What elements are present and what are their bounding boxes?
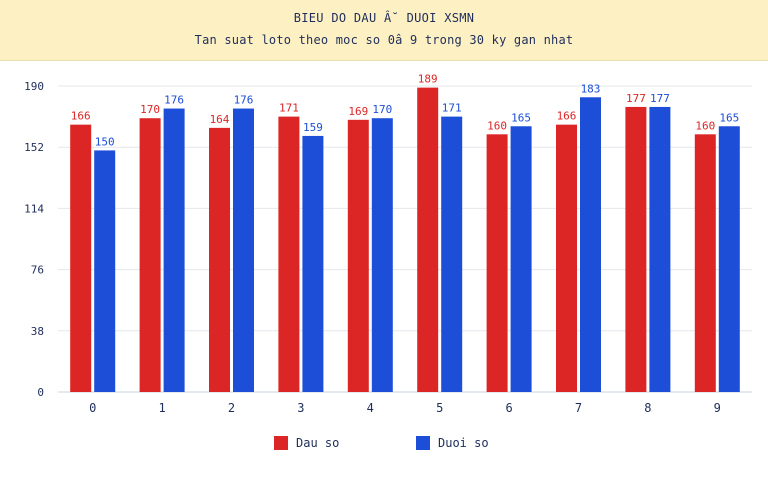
x-tick-label: 1 (158, 401, 165, 415)
x-tick-label: 4 (367, 401, 374, 415)
x-tick-label: 0 (89, 401, 96, 415)
chart-legend: Dau so Duoi so (0, 436, 768, 456)
bar-dau (556, 124, 577, 392)
bar-dau (278, 116, 300, 392)
data-label-duoi: 176 (234, 94, 254, 107)
data-label-dau: 171 (279, 102, 299, 115)
legend-swatch-dau (274, 436, 288, 450)
legend-label-dau: Dau so (296, 436, 340, 450)
bar-duoi (94, 150, 116, 392)
bar-duoi (510, 126, 532, 393)
x-tick-label: 9 (714, 401, 721, 415)
data-label-dau: 166 (71, 110, 91, 123)
data-label-duoi: 165 (511, 111, 531, 124)
x-tick-label: 3 (297, 401, 304, 415)
bar-dau (139, 118, 161, 393)
x-tick-label: 5 (436, 401, 443, 415)
data-label-dau: 160 (695, 119, 715, 132)
data-label-duoi: 159 (303, 121, 323, 134)
data-label-duoi: 183 (581, 82, 601, 95)
legend-swatch-duoi (416, 436, 430, 450)
data-label-duoi: 170 (372, 103, 392, 116)
bar-dau (694, 134, 716, 392)
data-label-dau: 164 (210, 113, 230, 126)
y-tick-label: 190 (24, 80, 44, 93)
x-tick-label: 7 (575, 401, 582, 415)
bar-duoi (371, 118, 393, 393)
bar-duoi (441, 116, 463, 392)
legend-item-duoi[interactable]: Duoi so (416, 436, 489, 450)
bar-dau (347, 119, 369, 393)
data-label-duoi: 177 (650, 92, 670, 105)
data-label-duoi: 165 (719, 111, 739, 124)
data-label-dau: 166 (557, 110, 577, 123)
bar-duoi (580, 97, 601, 392)
data-label-duoi: 176 (164, 94, 184, 107)
x-tick-label: 8 (644, 401, 651, 415)
data-label-dau: 169 (348, 105, 368, 118)
chart-header: BIEU DO DAU Â˘ DUOI XSMN Tan suat loto t… (0, 0, 768, 61)
x-tick-label: 2 (228, 401, 235, 415)
legend-item-dau[interactable]: Dau so (274, 436, 339, 450)
y-tick-label: 114 (24, 202, 44, 215)
bar-duoi (649, 106, 671, 393)
data-label-dau: 189 (418, 73, 438, 86)
data-label-dau: 177 (626, 92, 646, 105)
y-tick-label: 76 (31, 264, 44, 277)
bar-dau (625, 106, 647, 393)
bar-dau (209, 127, 230, 392)
bar-dau (417, 87, 439, 392)
y-tick-label: 0 (37, 386, 44, 399)
bar-duoi (718, 126, 740, 393)
data-label-dau: 160 (487, 119, 507, 132)
bar-dau (486, 134, 508, 392)
data-label-duoi: 171 (442, 102, 462, 115)
chart-subtitle: Tan suat loto theo moc so 0â 9 trong 30 … (194, 33, 574, 47)
chart-title: BIEU DO DAU Â˘ DUOI XSMN (293, 11, 475, 25)
bar-duoi (302, 135, 324, 392)
bar-duoi (163, 108, 185, 393)
data-label-dau: 170 (140, 103, 160, 116)
data-label-duoi: 150 (95, 135, 115, 148)
y-tick-label: 38 (31, 325, 44, 338)
y-tick-label: 152 (24, 141, 44, 154)
bar-duoi (233, 108, 254, 393)
x-tick-label: 6 (505, 401, 512, 415)
legend-label-duoi: Duoi so (438, 436, 489, 450)
bar-dau (70, 124, 92, 392)
